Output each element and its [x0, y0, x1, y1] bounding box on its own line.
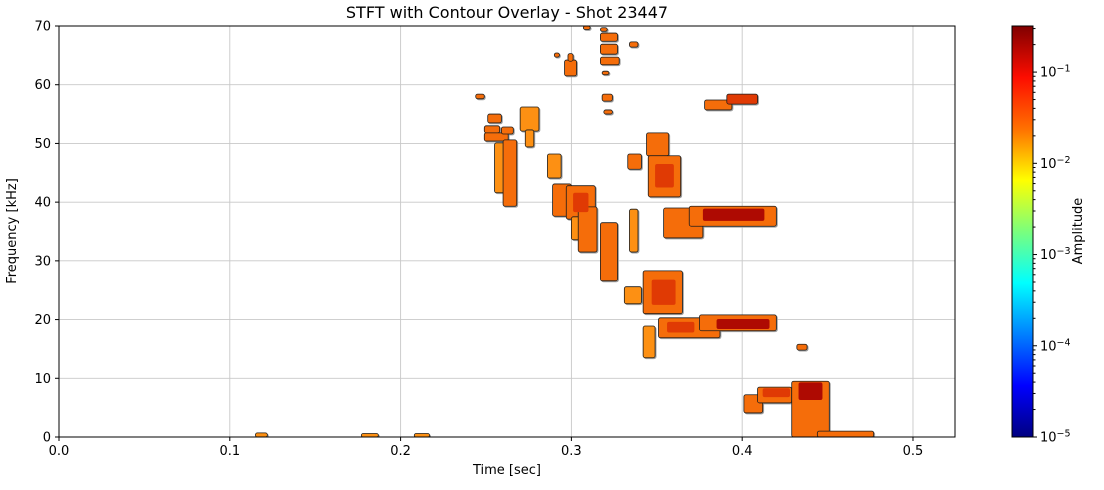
contour-blob [524, 129, 535, 148]
contour-blob [553, 52, 560, 58]
contour-blob [475, 93, 485, 100]
contour-core [702, 208, 765, 221]
y-tick-label: 50 [34, 137, 51, 152]
contour-blobs [255, 26, 875, 437]
tick-group [55, 25, 914, 441]
contour-core [716, 318, 770, 329]
contour-blob [255, 432, 268, 437]
contour-blob [600, 32, 618, 42]
y-tick-label: 70 [34, 20, 51, 35]
contour-blob [413, 433, 431, 437]
contour-blob [601, 70, 610, 76]
contour-blob [600, 43, 618, 55]
contour-blob [600, 56, 620, 66]
contour-blob [519, 106, 540, 132]
y-tick-label: 10 [34, 372, 51, 387]
x-tick-label: 0.4 [732, 444, 753, 459]
contour-blob [483, 132, 509, 142]
contour-core [651, 279, 676, 305]
colorbar-tick-label: 10−5 [1040, 429, 1071, 446]
colorbar [1011, 25, 1034, 438]
contour-core [762, 388, 791, 398]
contour-blob [487, 113, 502, 124]
contour-blob [704, 99, 733, 111]
grid-group [58, 25, 955, 438]
contour-blob [600, 27, 608, 32]
contour-blob [816, 430, 875, 437]
contour-blob [500, 126, 514, 135]
contour-core [798, 382, 823, 401]
contour-blob [502, 139, 518, 207]
contour-blob [582, 26, 591, 30]
contour-core [667, 321, 695, 333]
contour-blob [627, 153, 642, 170]
contour-blob [796, 343, 808, 351]
y-tick-label: 30 [34, 254, 51, 269]
chart-title: STFT with Contour Overlay - Shot 23447 [345, 3, 669, 22]
contour-blob [360, 433, 379, 437]
y-tick-label: 20 [34, 313, 51, 328]
contour-blob [646, 132, 670, 157]
colorbar-tick-label: 10−3 [1040, 246, 1071, 263]
contour-blob [547, 153, 562, 179]
x-axis-label: Time [sec] [472, 463, 541, 478]
colorbar-tick-label: 10−1 [1040, 64, 1071, 81]
x-tick-label: 0.0 [49, 444, 70, 459]
contour-blob [483, 125, 501, 134]
contour-blob [629, 41, 639, 48]
colorbar-tick-label: 10−2 [1040, 155, 1071, 172]
contour-blob [603, 109, 613, 115]
y-tick-label: 0 [43, 431, 51, 446]
contour-blob [623, 286, 642, 305]
plot-border [58, 25, 956, 438]
contour-blob [567, 53, 574, 62]
contour-cores [573, 163, 823, 401]
y-tick-label: 40 [34, 196, 51, 211]
contour-core [573, 192, 589, 213]
contour-blob [601, 93, 613, 102]
contour-blob [600, 222, 618, 282]
x-tick-label: 0.5 [903, 444, 924, 459]
contour-blob [564, 59, 577, 77]
contour-blob [726, 93, 758, 105]
contour-blob [629, 208, 639, 253]
contour-blob [577, 206, 598, 253]
x-tick-label: 0.1 [219, 444, 240, 459]
tick-label-group: 0.0 0.1 0.2 0.3 0.4 0.5 0 10 20 30 40 50 60 70 [34, 20, 923, 460]
x-tick-label: 0.3 [561, 444, 582, 459]
contour-core [655, 163, 674, 188]
colorbar-tick-label: 10−4 [1040, 337, 1071, 354]
contour-blob [642, 325, 656, 359]
colorbar-tick-group [1033, 28, 1037, 438]
x-tick-label: 0.2 [390, 444, 411, 459]
y-tick-label: 60 [34, 78, 51, 93]
